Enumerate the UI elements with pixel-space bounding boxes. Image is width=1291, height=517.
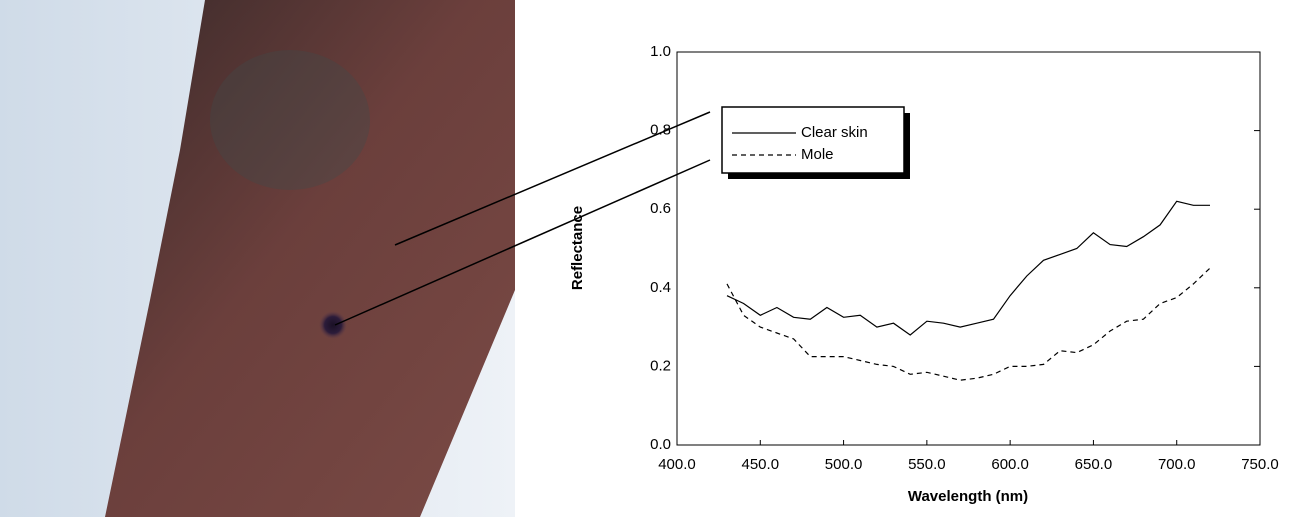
series-line: [727, 268, 1210, 380]
x-tick-label: 700.0: [1158, 456, 1196, 473]
y-axis-title: Reflectance: [569, 206, 586, 290]
x-tick-label: 450.0: [742, 456, 780, 473]
legend-label: Clear skin: [801, 124, 868, 141]
x-tick-label: 650.0: [1075, 456, 1113, 473]
series-line: [727, 201, 1210, 335]
x-tick-label: 550.0: [908, 456, 946, 473]
x-tick-label: 600.0: [991, 456, 1029, 473]
page: Reflectance Wavelength (nm) 0.0 0.2 0.4 0.6…: [0, 0, 1291, 517]
x-tick-label: 750.0: [1241, 456, 1279, 473]
y-tick-label: 1.0: [650, 43, 671, 60]
figure: Reflectance Wavelength (nm) 0.0 0.2 0.4 0.6…: [0, 0, 1291, 517]
y-tick-label: 0.2: [650, 357, 671, 374]
y-tick-label: 0.8: [650, 122, 671, 139]
x-axis-title: Wavelength (nm): [908, 488, 1028, 505]
y-tick-label: 0.0: [650, 436, 671, 453]
y-tick-label: 0.6: [650, 200, 671, 217]
x-tick-label: 500.0: [825, 456, 863, 473]
legend-label: Mole: [801, 146, 834, 163]
y-tick-label: 0.4: [650, 279, 671, 296]
photo: [0, 0, 515, 517]
x-tick-label: 400.0: [658, 456, 696, 473]
